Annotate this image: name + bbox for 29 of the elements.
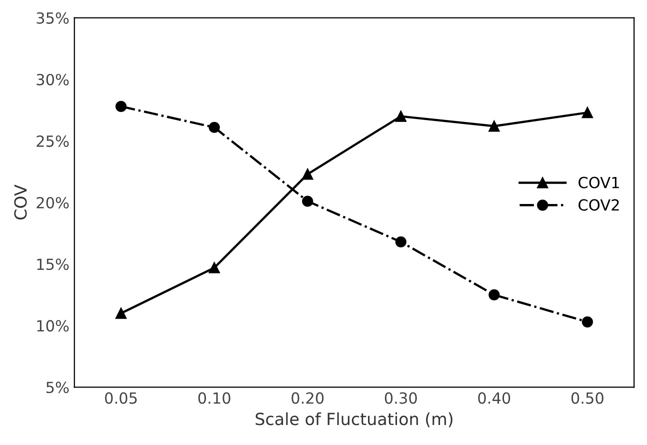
x-tick-label: 0.50 (571, 392, 604, 404)
x-tick-label: 0.40 (478, 392, 510, 404)
y-tick-label: 15% (37, 258, 69, 270)
legend-label: COV2 (578, 199, 619, 211)
point (115, 308, 127, 319)
point (302, 168, 314, 180)
y-tick-label: 5% (46, 382, 69, 394)
y-axis-title: COV (14, 184, 27, 220)
point (488, 120, 500, 132)
point (302, 196, 314, 207)
point (208, 262, 220, 274)
point (115, 100, 127, 112)
legend-label: COV1 (578, 176, 619, 188)
y-tick-label: 25% (36, 135, 69, 147)
y-tick-label: 35% (36, 12, 69, 24)
point (488, 289, 500, 300)
point (208, 122, 220, 133)
point (582, 316, 593, 328)
x-axis-title: Scale of Fluctuation (m) (256, 412, 452, 428)
point (395, 236, 406, 248)
y-tick-label: 30% (36, 74, 69, 86)
point (395, 110, 406, 122)
x-tick-label: 0.05 (105, 392, 137, 404)
point (582, 107, 593, 118)
x-tick-label: 0.20 (292, 392, 324, 404)
x-tick-label: 0.30 (384, 392, 417, 404)
x-tick-label: 0.10 (198, 392, 230, 404)
y-tick-label: 20% (36, 196, 69, 208)
y-tick-label: 10% (37, 320, 69, 332)
